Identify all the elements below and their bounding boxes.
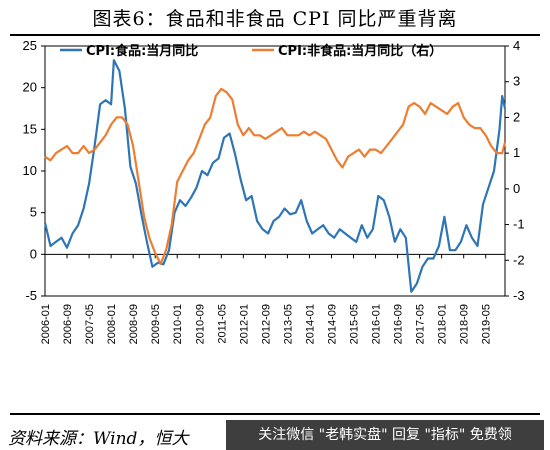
bottom-rule xyxy=(10,413,540,415)
source-note: 资料来源：Wind，恒大 xyxy=(8,429,189,449)
right-tick-label: 0 xyxy=(513,181,520,196)
x-tick-label: 2010-01 xyxy=(172,304,184,344)
x-tick-label: 2006-09 xyxy=(62,304,74,344)
x-tick-label: 2012-09 xyxy=(260,304,272,344)
x-tick-label: 2008-01 xyxy=(106,304,118,344)
x-tick-label: 2012-01 xyxy=(238,304,250,344)
x-tick-label: 2009-05 xyxy=(150,304,162,344)
title-rule xyxy=(10,34,540,36)
left-tick-label: 0 xyxy=(30,246,37,261)
axes-layer: -5 0 5 10 15 20 25 -3 -2 -1 0 1 2 3 4 2006-01 2006-09 200… xyxy=(23,38,525,344)
left-tick-label: 25 xyxy=(23,38,37,53)
legend-label-food: CPI:食品:当月同比 xyxy=(86,43,198,59)
right-tick-label: -2 xyxy=(513,252,525,267)
x-tick-label: 2019-05 xyxy=(481,304,493,344)
promo-banner: 关注微信 "老韩实盘" 回复 "指标" 免费领 xyxy=(226,420,544,450)
right-tick-label: 2 xyxy=(513,109,520,124)
x-tick-label: 2007-05 xyxy=(84,304,96,344)
series-layer xyxy=(43,59,507,293)
x-tick-label: 2006-01 xyxy=(40,304,52,344)
x-tick-label: 2008-09 xyxy=(128,304,140,344)
series-line-nonfood xyxy=(44,87,507,265)
x-tick-label: 2011-05 xyxy=(216,304,228,344)
left-tick-label: 10 xyxy=(23,163,37,178)
right-tick-label: -1 xyxy=(513,217,525,232)
x-tick-label: 2015-05 xyxy=(349,304,361,344)
x-tick-label: 2014-09 xyxy=(326,304,338,344)
x-tick-label: 2014-01 xyxy=(304,304,316,344)
right-tick-label: -3 xyxy=(513,288,525,303)
chart-title: 图表6：食品和非食品 CPI 同比严重背离 xyxy=(92,8,458,30)
x-tick-label: 2018-01 xyxy=(437,304,449,344)
series-line-food xyxy=(43,59,507,293)
left-tick-label: 20 xyxy=(23,80,37,95)
x-tick-label: 2017-05 xyxy=(415,304,427,344)
left-tick-label: 5 xyxy=(30,205,37,220)
x-tick-label: 2010-09 xyxy=(194,304,206,344)
left-tick-label: 15 xyxy=(23,121,37,136)
left-tick-label: -5 xyxy=(25,288,37,303)
legend-label-nonfood: CPI:非食品:当月同比（右） xyxy=(278,43,442,59)
plot-frame xyxy=(44,45,506,297)
x-tick-label: 2018-09 xyxy=(459,304,471,344)
chart-area: -5 0 5 10 15 20 25 -3 -2 -1 0 1 2 3 4 2006-01 2006-09 200… xyxy=(23,38,525,344)
x-tick-label: 2016-09 xyxy=(393,304,405,344)
right-tick-label: 1 xyxy=(513,145,520,160)
x-tick-label: 2013-05 xyxy=(282,304,294,344)
right-tick-label: 3 xyxy=(513,74,520,89)
legend: CPI:食品:当月同比 CPI:非食品:当月同比（右） xyxy=(60,43,442,59)
right-tick-label: 4 xyxy=(513,38,520,53)
x-tick-label: 2016-01 xyxy=(371,304,383,344)
